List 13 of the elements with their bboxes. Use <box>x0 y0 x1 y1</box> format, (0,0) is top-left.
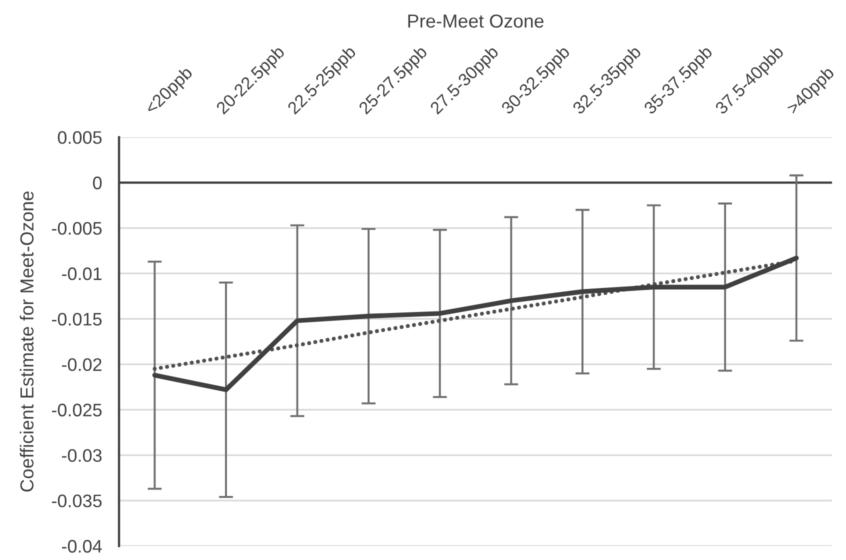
y-tick-label: -0.015 <box>52 312 102 326</box>
x-axis-title: Pre-Meet Ozone <box>408 14 544 28</box>
line-series <box>152 256 799 392</box>
y-tick-label: -0.03 <box>62 449 102 462</box>
y-tick-label: 0 <box>93 176 102 190</box>
y-tick-label: -0.04 <box>62 540 102 553</box>
y-tick-label: -0.025 <box>52 404 102 416</box>
y-axis-title: Coefficient Estimate for Meet-Ozone <box>20 191 34 492</box>
y-tick-label: -0.005 <box>52 222 102 235</box>
y-tick-label: 0.005 <box>58 131 102 144</box>
y-tick-label: -0.035 <box>52 494 102 508</box>
y-tick-label: -0.02 <box>62 358 102 372</box>
y-tick-label: -0.01 <box>62 267 102 280</box>
